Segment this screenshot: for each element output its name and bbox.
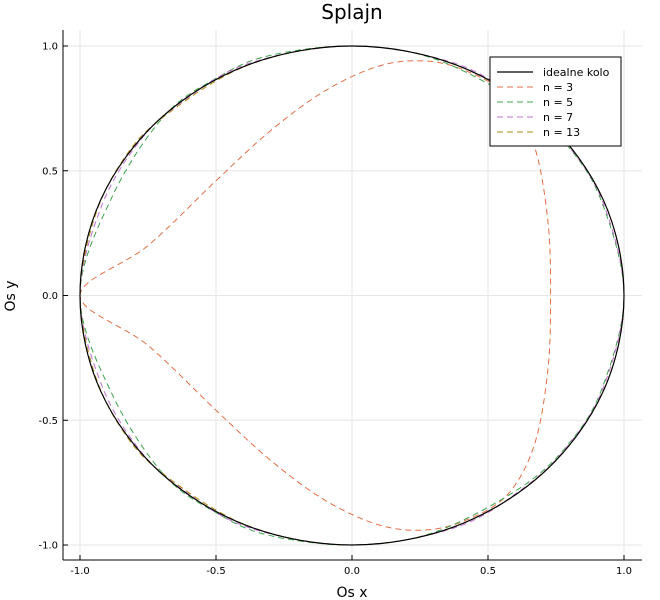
series-line-n-13 bbox=[79, 45, 625, 546]
legend-label: n = 7 bbox=[543, 111, 573, 124]
legend-label: idealne kolo bbox=[543, 66, 610, 79]
legend-label: n = 5 bbox=[543, 96, 573, 109]
y-tick-label: -1.0 bbox=[38, 541, 58, 552]
y-tick-label: 1.0 bbox=[42, 42, 58, 53]
x-tick-label: 1.0 bbox=[616, 566, 632, 577]
y-axis-title: Os y bbox=[3, 280, 19, 311]
y-tick-label: -0.5 bbox=[38, 416, 58, 427]
x-tick-label: 0.5 bbox=[480, 566, 496, 577]
y-tick-label: 0.0 bbox=[42, 291, 58, 302]
chart-title: Splajn bbox=[321, 0, 382, 24]
series-line-ideal-circle bbox=[79, 45, 625, 546]
y-tick-label: 0.5 bbox=[42, 166, 58, 177]
legend-label: n = 13 bbox=[543, 126, 580, 139]
x-tick-label: -1.0 bbox=[70, 566, 90, 577]
series-lines bbox=[79, 45, 625, 546]
legend: idealne kolo n = 3 n = 5 n = 7 n = 13 bbox=[489, 56, 622, 147]
x-axis-title: Os x bbox=[336, 585, 367, 600]
x-tick-label: -0.5 bbox=[206, 566, 226, 577]
ticks: -1.0 -0.5 0.0 0.5 1.0 -1.0 -0.5 0.0 0.5 1.0 bbox=[38, 42, 631, 578]
legend-label: n = 3 bbox=[543, 81, 573, 94]
x-tick-label: 0.0 bbox=[344, 566, 360, 577]
series-line-n-3 bbox=[79, 60, 552, 531]
